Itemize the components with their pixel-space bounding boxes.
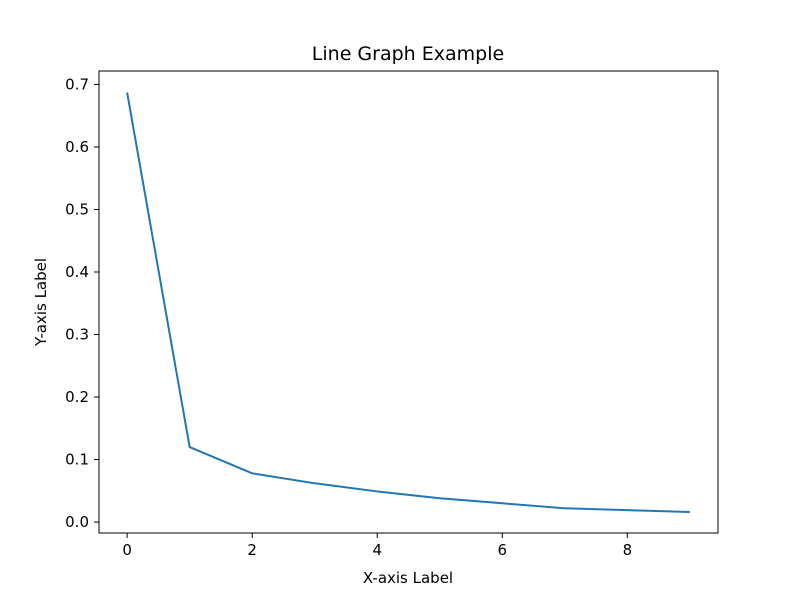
y-tick-label: 0.6 (65, 138, 89, 156)
plot-frame (98, 70, 719, 534)
y-tick-label: 0.5 (65, 200, 89, 218)
series-line (126, 92, 690, 514)
x-axis-ticks: 0 2 4 6 8 (122, 533, 632, 559)
x-tick-label: 8 (623, 541, 633, 559)
y-axis-ticks: 0.0 0.1 0.2 0.3 0.4 0.5 0.6 0.7 (65, 75, 99, 531)
y-tick-label: 0.1 (65, 451, 89, 469)
y-tick-label: 0.2 (65, 388, 89, 406)
y-tick-label: 0.3 (65, 326, 89, 344)
y-tick-label: 0.7 (65, 75, 89, 93)
y-tick-label: 0.0 (65, 513, 89, 531)
x-tick-label: 0 (122, 541, 132, 559)
x-axis-label: X-axis Label (363, 569, 453, 587)
x-tick-label: 2 (247, 541, 257, 559)
x-tick-label: 6 (498, 541, 508, 559)
y-tick-label: 0.4 (65, 263, 89, 281)
series-layer (126, 92, 690, 514)
chart-title: Line Graph Example (312, 43, 504, 65)
y-axis-label: Y-axis Label (32, 258, 50, 347)
x-tick-label: 4 (372, 541, 382, 559)
